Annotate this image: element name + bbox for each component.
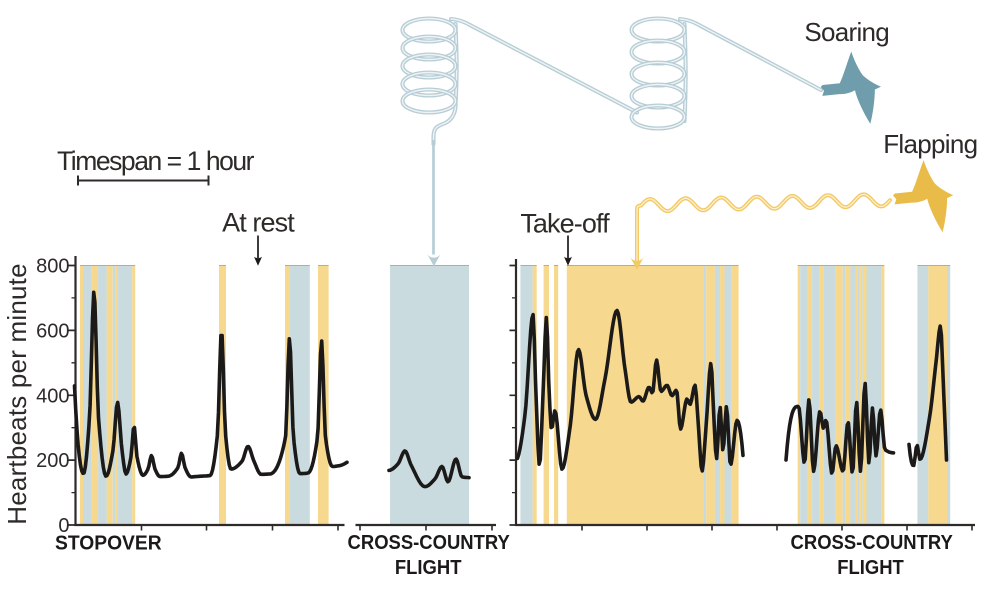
svg-text:Soaring: Soaring	[804, 17, 889, 47]
svg-text:FLIGHT: FLIGHT	[837, 556, 904, 579]
svg-text:Flapping: Flapping	[883, 129, 977, 159]
svg-text:Heartbeats per minute: Heartbeats per minute	[2, 263, 32, 524]
svg-text:0: 0	[58, 515, 69, 537]
svg-text:CROSS-COUNTRY: CROSS-COUNTRY	[348, 531, 510, 554]
svg-text:400: 400	[36, 385, 69, 407]
svg-text:At rest: At rest	[222, 207, 295, 237]
svg-text:STOPOVER: STOPOVER	[55, 532, 162, 555]
svg-text:Timespan = 1 hour: Timespan = 1 hour	[57, 146, 255, 176]
svg-text:Take-off: Take-off	[520, 209, 610, 239]
svg-text:200: 200	[36, 450, 69, 472]
svg-text:CROSS-COUNTRY: CROSS-COUNTRY	[791, 531, 953, 554]
svg-text:FLIGHT: FLIGHT	[395, 556, 462, 579]
svg-text:800: 800	[36, 256, 69, 278]
svg-text:600: 600	[36, 320, 69, 342]
